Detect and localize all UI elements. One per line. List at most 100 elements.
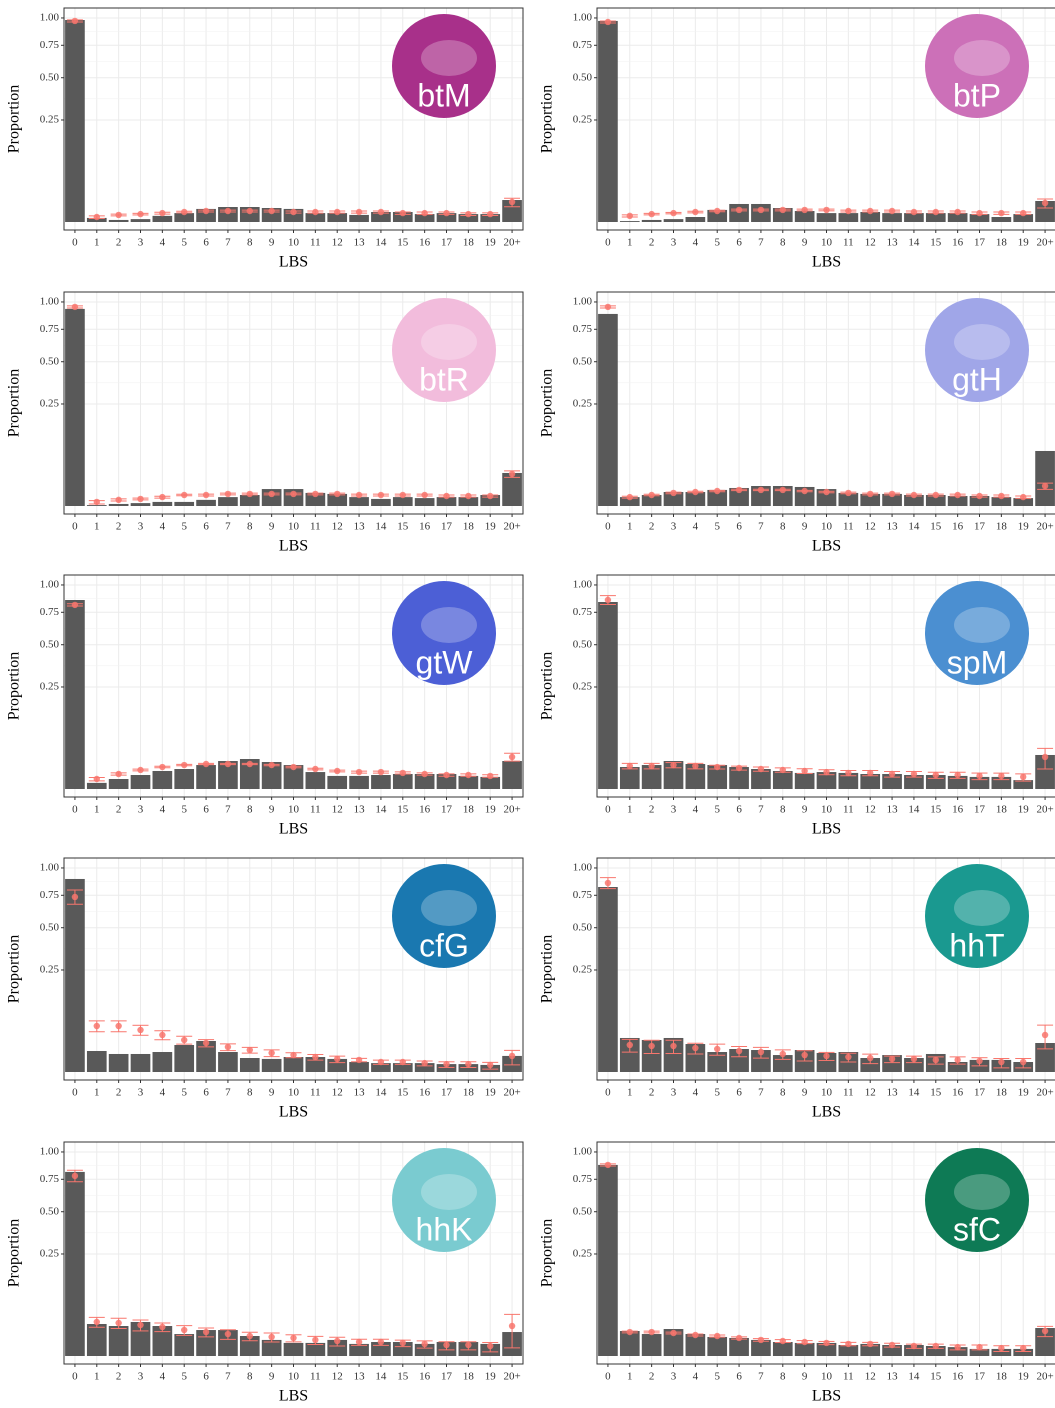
- bird-badge: [925, 1148, 1029, 1252]
- y-tick-label: 0.75: [573, 1173, 593, 1185]
- bird-badge: [392, 1148, 496, 1252]
- bar: [108, 219, 129, 222]
- bar: [108, 1326, 129, 1356]
- x-tick-label: 4: [693, 237, 699, 249]
- point: [465, 771, 472, 779]
- x-tick-label: 8: [247, 521, 253, 533]
- point: [355, 1056, 363, 1064]
- y-tick-label: 0.75: [40, 1173, 60, 1185]
- point: [1020, 1344, 1027, 1352]
- bar: [436, 497, 457, 506]
- y-axis-label: Proportion: [539, 85, 556, 153]
- y-axis-label: Proportion: [6, 85, 23, 153]
- y-tick-label: 0.50: [40, 638, 60, 650]
- x-tick-label: 15: [397, 521, 409, 533]
- x-tick-label: 6: [736, 237, 742, 249]
- x-tick-label: 13: [887, 521, 899, 533]
- x-tick-label: 17: [974, 521, 986, 533]
- bar: [860, 774, 881, 789]
- bar: [458, 214, 479, 222]
- bar: [663, 492, 684, 506]
- point: [735, 1047, 743, 1055]
- bar: [751, 1050, 771, 1072]
- x-tick-label: 12: [332, 1087, 343, 1099]
- point: [604, 18, 612, 26]
- bar: [707, 1336, 728, 1356]
- x-tick-label: 1: [94, 804, 100, 816]
- x-tick-label: 2: [649, 237, 655, 249]
- point: [137, 766, 144, 774]
- x-tick-label: 6: [736, 1371, 742, 1383]
- bird-body: [954, 890, 1010, 926]
- plot-border: [596, 291, 1055, 515]
- point: [290, 490, 297, 498]
- point: [670, 1042, 677, 1050]
- point: [670, 1329, 677, 1337]
- x-tick-label: 1: [627, 804, 633, 816]
- bar: [904, 495, 924, 506]
- bar: [882, 1345, 902, 1356]
- y-tick-label: 0.25: [573, 114, 593, 126]
- x-tick-label: 16: [952, 1087, 964, 1099]
- point: [867, 1340, 874, 1348]
- y-tick-label: 0.75: [40, 39, 60, 51]
- point: [159, 1323, 166, 1331]
- bar: [969, 496, 990, 506]
- bar: [641, 1039, 662, 1072]
- bar: [751, 1339, 771, 1356]
- point: [202, 1328, 210, 1336]
- bar: [947, 1347, 968, 1356]
- plot-border: [63, 1141, 524, 1365]
- point: [910, 1055, 918, 1063]
- point: [779, 486, 786, 494]
- bar: [392, 497, 413, 506]
- x-tick-label: 2: [116, 237, 122, 249]
- plot-border: [63, 7, 524, 231]
- x-tick-label: 17: [441, 1087, 453, 1099]
- point: [290, 208, 297, 216]
- plot-border: [596, 7, 1055, 231]
- x-tick-label: 16: [952, 1371, 964, 1383]
- bar: [283, 1342, 304, 1356]
- bar: [925, 1346, 946, 1356]
- bar: [152, 215, 173, 222]
- point: [93, 1022, 100, 1030]
- x-tick-label: 2: [649, 804, 655, 816]
- point: [801, 487, 808, 495]
- point: [312, 490, 319, 498]
- bar: [619, 497, 640, 506]
- point: [714, 1045, 721, 1053]
- point: [888, 770, 896, 778]
- x-tick-label: 3: [671, 804, 677, 816]
- point: [399, 491, 406, 499]
- bird-badge: [392, 864, 496, 968]
- bar: [349, 1343, 369, 1356]
- point: [137, 495, 144, 503]
- point: [355, 1338, 363, 1346]
- point: [648, 1328, 655, 1336]
- point: [757, 206, 765, 214]
- point: [910, 491, 918, 499]
- point: [224, 760, 232, 768]
- bar: [305, 213, 326, 222]
- x-tick-label: 17: [974, 804, 986, 816]
- x-tick-label: 0: [72, 1371, 78, 1383]
- x-tick-label: 11: [310, 1087, 321, 1099]
- point: [648, 210, 655, 218]
- point: [246, 207, 253, 215]
- point: [888, 207, 896, 215]
- point: [355, 208, 363, 216]
- bar: [371, 775, 391, 789]
- y-tick-label: 0.75: [40, 323, 60, 335]
- x-tick-label: 7: [758, 521, 764, 533]
- point: [159, 763, 166, 771]
- x-tick-label: 3: [138, 1371, 144, 1383]
- x-tick-label: 18: [996, 804, 1008, 816]
- point: [465, 492, 472, 500]
- plot-border: [596, 1141, 1055, 1365]
- bar: [707, 1052, 728, 1072]
- point: [465, 210, 472, 218]
- y-tick-label: 0.50: [573, 921, 593, 933]
- point: [604, 1161, 612, 1169]
- y-axis-label: Proportion: [6, 652, 23, 720]
